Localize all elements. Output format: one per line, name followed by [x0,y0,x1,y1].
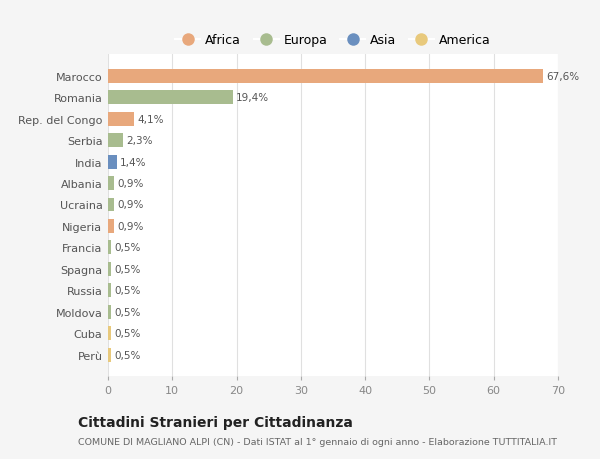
Text: 0,5%: 0,5% [115,243,141,253]
Bar [108,198,114,212]
Text: 0,5%: 0,5% [115,285,141,296]
Bar [108,305,111,319]
Text: 19,4%: 19,4% [236,93,269,103]
Bar [108,348,111,362]
Bar [108,155,117,169]
Text: 0,5%: 0,5% [115,264,141,274]
Text: 0,9%: 0,9% [117,221,143,231]
Text: 0,9%: 0,9% [117,179,143,189]
Text: Cittadini Stranieri per Cittadinanza: Cittadini Stranieri per Cittadinanza [78,415,353,429]
Bar [108,112,134,126]
Bar [108,262,111,276]
Bar [108,219,114,233]
Text: 67,6%: 67,6% [546,72,579,82]
Text: 0,5%: 0,5% [115,350,141,360]
Bar [108,70,542,84]
Text: 0,9%: 0,9% [117,200,143,210]
Bar [108,177,114,190]
Text: 4,1%: 4,1% [137,114,164,124]
Text: 0,5%: 0,5% [115,307,141,317]
Text: 1,4%: 1,4% [120,157,147,167]
Legend: Africa, Europa, Asia, America: Africa, Europa, Asia, America [170,29,496,52]
Bar [108,91,233,105]
Bar [108,284,111,297]
Text: 0,5%: 0,5% [115,329,141,338]
Bar [108,326,111,341]
Bar [108,134,123,148]
Text: COMUNE DI MAGLIANO ALPI (CN) - Dati ISTAT al 1° gennaio di ogni anno - Elaborazi: COMUNE DI MAGLIANO ALPI (CN) - Dati ISTA… [78,437,557,446]
Text: 2,3%: 2,3% [126,136,152,146]
Bar [108,241,111,255]
